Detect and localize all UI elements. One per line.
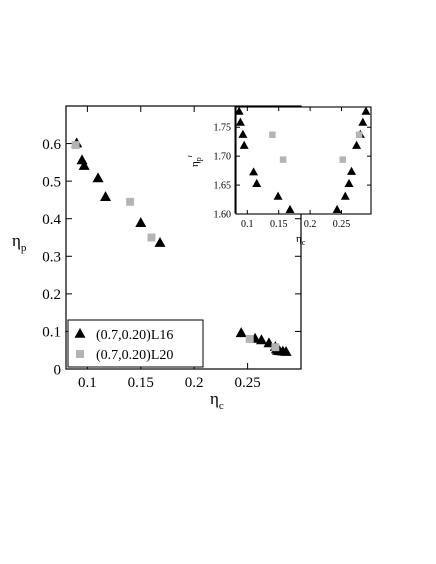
square-point [355,131,363,139]
square-point [269,131,276,139]
inset-chart: 1.601.651.701.75 0.1 0.15 0.2 0.25 ηpr ηc [186,105,372,247]
inset-x-axis: 0.1 0.15 0.2 0.25 [241,107,350,230]
main-x-axis-label-base: η [210,389,219,408]
triangle-point [285,204,295,214]
y-tick-label: 1.60 [214,210,232,221]
main-data-points [71,137,292,356]
inset-plot-frame-inner [235,106,372,215]
triangle-point [92,172,104,183]
y-tick-label: 0.1 [42,325,61,341]
triangle-point [239,140,249,149]
legend-marker-square [76,350,84,358]
main-x-axis-label-sub: c [219,400,224,412]
triangle-point [235,117,245,126]
triangle-point [76,154,88,165]
triangle-point [280,345,292,356]
triangle-point [273,191,283,200]
triangle-point [347,166,357,175]
main-y-axis: 0 0.1 0.2 0.3 0.4 0.5 0.6 [42,137,301,378]
triangle-point [135,217,147,227]
main-chart: 00.10.20.30.40.50.6 0.1 0.15 0.2 0.25 ηp ηc… [12,105,302,412]
triangle-point [344,178,354,188]
inset-x-axis-label-base: η [296,233,302,245]
x-tick-label: 0.1 [241,219,254,230]
square-point [279,156,287,163]
y-tick-label: 0.5 [42,174,61,190]
y-tick-label: 0.2 [42,287,61,303]
triangle-point [78,159,90,170]
triangle-point [255,334,267,345]
inset-y-axis-label-base: η [189,161,201,167]
square-point [339,156,346,163]
legend-box [67,319,204,368]
square-point [71,141,80,150]
x-tick-label: 0.15 [128,375,154,391]
square-point [245,334,254,343]
triangle-point [352,140,362,149]
main-y-axis-label-base: η [12,231,21,250]
y-tick-label: 0.6 [42,137,61,153]
triangle-point [249,167,259,176]
x-tick-label: 0.1 [78,375,97,391]
triangle-point [235,327,247,338]
legend: (0.7,0.20)L16 (0.7,0.20)L20 [67,319,204,368]
inset-y-axis-label-sub: p [194,157,203,161]
main-plot-frame [65,105,302,370]
y-tick-label: 1.70 [214,152,232,163]
square-point [126,197,135,206]
x-tick-label: 0.2 [185,375,204,391]
y-tick-label: 1.75 [214,123,232,134]
inset-y-axis: 1.60 1.65 1.70 1.75 [214,123,371,221]
square-point [147,233,156,242]
triangle-point [340,191,350,200]
y-tick-label: 1.65 [214,181,232,192]
inset-y-axis-label: ηpr [186,154,203,167]
x-tick-label: 0.25 [333,219,351,230]
main-x-axis-label: ηc [210,389,224,412]
legend-entry-label: (0.7,0.20)L16 [96,328,173,343]
legend-marker-triangle [74,327,86,338]
inset-x-axis-label: ηc [296,233,306,247]
main-y-axis-label-sub: p [21,242,27,254]
triangle-point [238,129,248,138]
main-y-axis-label: ηp [12,231,27,254]
y-tick-label: 0 [54,362,62,378]
triangle-point [358,117,368,126]
inset-data-points [234,106,371,214]
x-tick-label: 0.2 [304,219,317,230]
triangle-point [154,236,166,247]
triangle-point [100,191,112,202]
square-point [271,343,280,352]
y-tick-label: 0.3 [42,250,61,266]
triangle-point [332,204,342,214]
triangle-point [234,106,244,115]
x-tick-label: 0.15 [270,219,288,230]
triangle-point [252,178,262,188]
inset-y-axis-label-sup: r [186,154,194,157]
triangle-point [361,106,371,115]
y-tick-label: 0.4 [42,212,61,228]
x-tick-label: 0.25 [234,375,260,391]
legend-entry-label: (0.7,0.20)L20 [96,348,173,363]
inset-x-axis-label-sub: c [302,238,306,247]
